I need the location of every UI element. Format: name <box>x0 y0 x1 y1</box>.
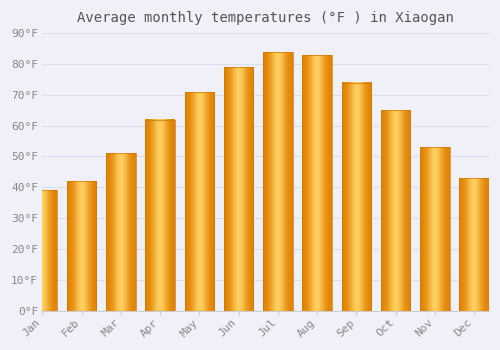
Bar <box>342 83 371 310</box>
Bar <box>146 119 175 310</box>
Title: Average monthly temperatures (°F ) in Xiaogan: Average monthly temperatures (°F ) in Xi… <box>77 11 454 25</box>
Bar <box>224 67 254 310</box>
Bar <box>184 92 214 310</box>
Bar <box>381 110 410 310</box>
Bar <box>106 153 136 310</box>
Bar <box>302 55 332 310</box>
Bar <box>381 110 410 310</box>
Bar <box>146 119 175 310</box>
Bar <box>460 178 489 310</box>
Bar <box>420 147 450 310</box>
Bar <box>460 178 489 310</box>
Bar <box>420 147 450 310</box>
Bar <box>67 181 96 310</box>
Bar <box>67 181 96 310</box>
Bar <box>106 153 136 310</box>
Bar <box>342 83 371 310</box>
Bar <box>28 190 57 310</box>
Bar <box>28 190 57 310</box>
Bar <box>224 67 254 310</box>
Bar <box>302 55 332 310</box>
Bar <box>184 92 214 310</box>
Bar <box>263 52 292 310</box>
Bar <box>263 52 292 310</box>
